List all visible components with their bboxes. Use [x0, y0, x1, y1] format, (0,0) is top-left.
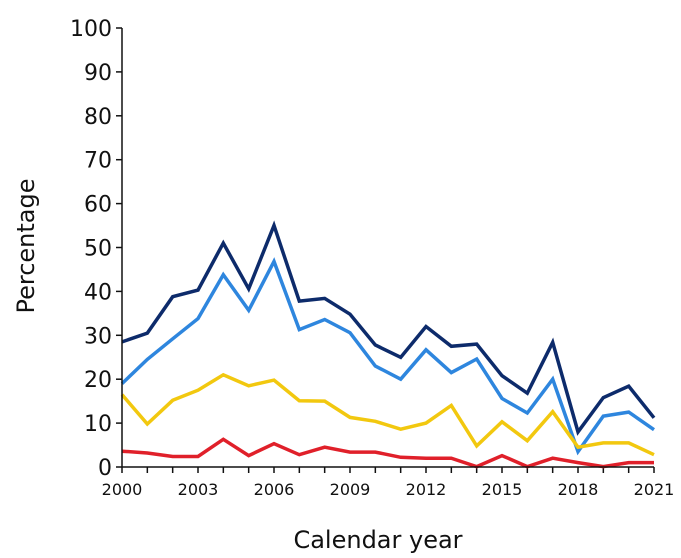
y-tick-label: 0	[98, 456, 112, 481]
x-tick-label: 2000	[102, 480, 143, 499]
y-tick-label: 70	[84, 149, 112, 174]
x-tick-label: 2012	[406, 480, 447, 499]
y-tick-label: 10	[84, 412, 112, 437]
x-tick-label: 2009	[330, 480, 371, 499]
x-axis-ticks: 2000 2003 2006 2009 2012 2015 2018 2021	[102, 467, 675, 499]
x-tick-label: 2006	[254, 480, 295, 499]
series-line-4	[121, 437, 654, 469]
x-axis-label: Calendar year	[293, 526, 462, 554]
y-axis-ticks: 0 10 20 30 40 50 60 70 80 90 100	[70, 17, 122, 481]
series-line-1	[121, 220, 656, 436]
y-axis-label: Percentage	[12, 178, 40, 313]
y-tick-label: 80	[84, 105, 112, 130]
series-lines	[120, 220, 656, 469]
series-line-3	[120, 372, 655, 457]
y-tick-label: 60	[84, 193, 112, 218]
y-tick-label: 40	[84, 280, 112, 305]
y-tick-label: 100	[70, 17, 112, 42]
y-tick-label: 50	[84, 237, 112, 262]
y-tick-label: 90	[84, 61, 112, 86]
x-tick-label: 2003	[178, 480, 219, 499]
x-tick-label: 2015	[482, 480, 523, 499]
series-line-2	[120, 257, 655, 456]
x-tick-label: 2021	[634, 480, 675, 499]
x-tick-label: 2018	[558, 480, 599, 499]
y-tick-label: 20	[84, 368, 112, 393]
y-tick-label: 30	[84, 324, 112, 349]
